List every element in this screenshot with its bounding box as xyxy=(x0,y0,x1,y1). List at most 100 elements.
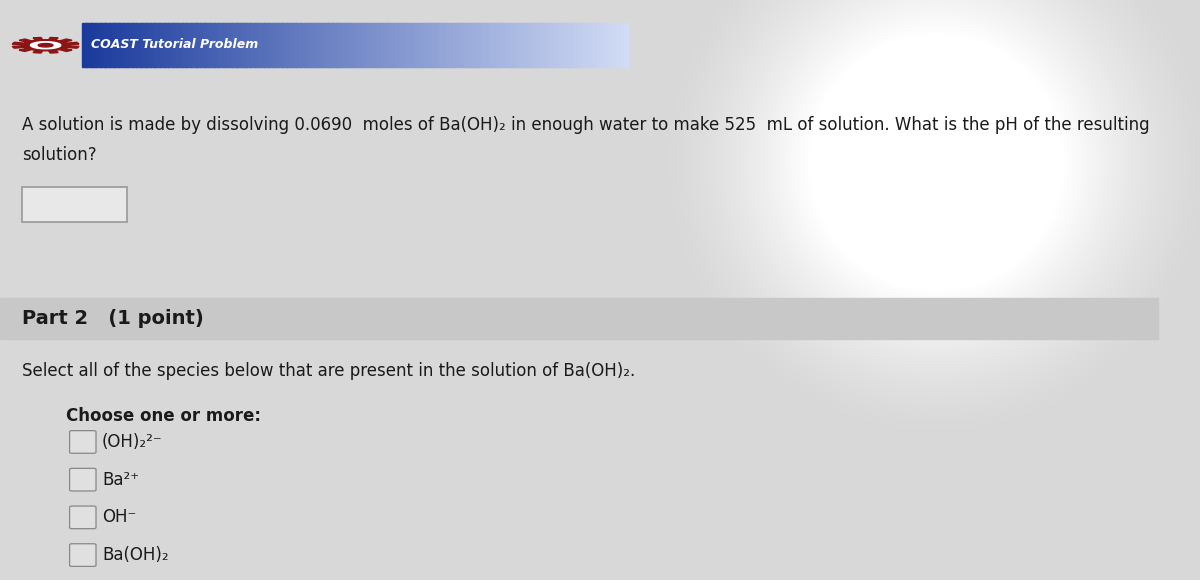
Bar xyxy=(95,23,101,67)
Bar xyxy=(200,23,205,67)
Bar xyxy=(486,23,492,67)
Text: solution?: solution? xyxy=(22,146,96,164)
Bar xyxy=(178,23,182,67)
Bar xyxy=(419,23,424,67)
Bar xyxy=(373,23,378,67)
Bar xyxy=(91,23,96,67)
Bar xyxy=(86,23,92,67)
Bar xyxy=(236,23,242,67)
Bar xyxy=(313,23,319,67)
Bar xyxy=(368,23,374,67)
Bar xyxy=(600,23,606,67)
Bar xyxy=(0,298,1158,339)
Bar xyxy=(104,23,110,67)
Bar xyxy=(605,23,611,67)
Bar xyxy=(250,23,256,67)
Bar xyxy=(396,23,401,67)
Bar xyxy=(246,23,251,67)
Bar xyxy=(196,23,202,67)
FancyBboxPatch shape xyxy=(22,187,127,222)
Bar xyxy=(300,23,306,67)
Bar xyxy=(336,23,342,67)
Bar xyxy=(341,23,347,67)
Bar xyxy=(214,23,220,67)
Bar xyxy=(181,23,187,67)
Bar xyxy=(532,23,538,67)
Bar xyxy=(518,23,524,67)
Bar xyxy=(569,23,575,67)
Bar xyxy=(264,23,269,67)
Bar xyxy=(478,23,484,67)
Bar xyxy=(473,23,479,67)
Bar xyxy=(173,23,179,67)
Bar xyxy=(364,23,370,67)
Bar xyxy=(468,23,474,67)
Polygon shape xyxy=(12,38,79,53)
Bar xyxy=(432,23,438,67)
Bar xyxy=(587,23,593,67)
Bar xyxy=(290,23,296,67)
Bar xyxy=(168,23,174,67)
Bar xyxy=(445,23,451,67)
Bar xyxy=(137,23,142,67)
Bar xyxy=(359,23,365,67)
Bar xyxy=(82,23,88,67)
Bar xyxy=(268,23,274,67)
Bar xyxy=(305,23,311,67)
FancyBboxPatch shape xyxy=(70,430,96,454)
Bar xyxy=(496,23,502,67)
Bar xyxy=(546,23,552,67)
FancyBboxPatch shape xyxy=(70,506,96,529)
Bar xyxy=(400,23,406,67)
Bar xyxy=(323,23,329,67)
Bar xyxy=(427,23,433,67)
Bar xyxy=(140,23,146,67)
Text: A solution is made by dissolving 0.0690  moles of Ba(OH)₂ in enough water to mak: A solution is made by dissolving 0.0690 … xyxy=(22,116,1150,134)
FancyBboxPatch shape xyxy=(70,544,96,566)
Bar xyxy=(100,23,106,67)
Bar xyxy=(282,23,288,67)
Bar xyxy=(577,23,583,67)
Bar xyxy=(559,23,565,67)
Bar xyxy=(541,23,547,67)
Bar xyxy=(536,23,542,67)
Bar xyxy=(114,23,119,67)
Bar xyxy=(564,23,570,67)
Bar xyxy=(272,23,278,67)
Text: Choose one or more:: Choose one or more: xyxy=(66,407,262,425)
Bar xyxy=(422,23,428,67)
Bar xyxy=(227,23,233,67)
Text: Ba²⁺: Ba²⁺ xyxy=(102,470,139,489)
Bar xyxy=(150,23,156,67)
Bar xyxy=(350,23,355,67)
Bar xyxy=(223,23,228,67)
Text: Part 2   (1 point): Part 2 (1 point) xyxy=(22,309,203,328)
Bar xyxy=(158,23,164,67)
Bar xyxy=(618,23,624,67)
Polygon shape xyxy=(38,44,53,47)
Bar xyxy=(346,23,352,67)
Bar xyxy=(509,23,515,67)
Bar xyxy=(127,23,133,67)
Bar xyxy=(355,23,360,67)
Bar xyxy=(382,23,388,67)
Bar xyxy=(551,23,556,67)
Bar xyxy=(463,23,469,67)
Bar xyxy=(310,23,314,67)
Bar xyxy=(295,23,301,67)
Bar xyxy=(442,23,446,67)
Bar xyxy=(145,23,151,67)
Bar xyxy=(386,23,392,67)
Polygon shape xyxy=(30,42,61,49)
Text: COAST Tutorial Problem: COAST Tutorial Problem xyxy=(91,38,258,52)
Bar xyxy=(163,23,169,67)
Bar xyxy=(109,23,115,67)
Bar xyxy=(500,23,506,67)
Bar xyxy=(574,23,578,67)
Bar xyxy=(582,23,588,67)
Bar xyxy=(610,23,616,67)
Bar xyxy=(218,23,224,67)
Bar xyxy=(554,23,560,67)
Bar xyxy=(232,23,238,67)
Bar xyxy=(437,23,443,67)
